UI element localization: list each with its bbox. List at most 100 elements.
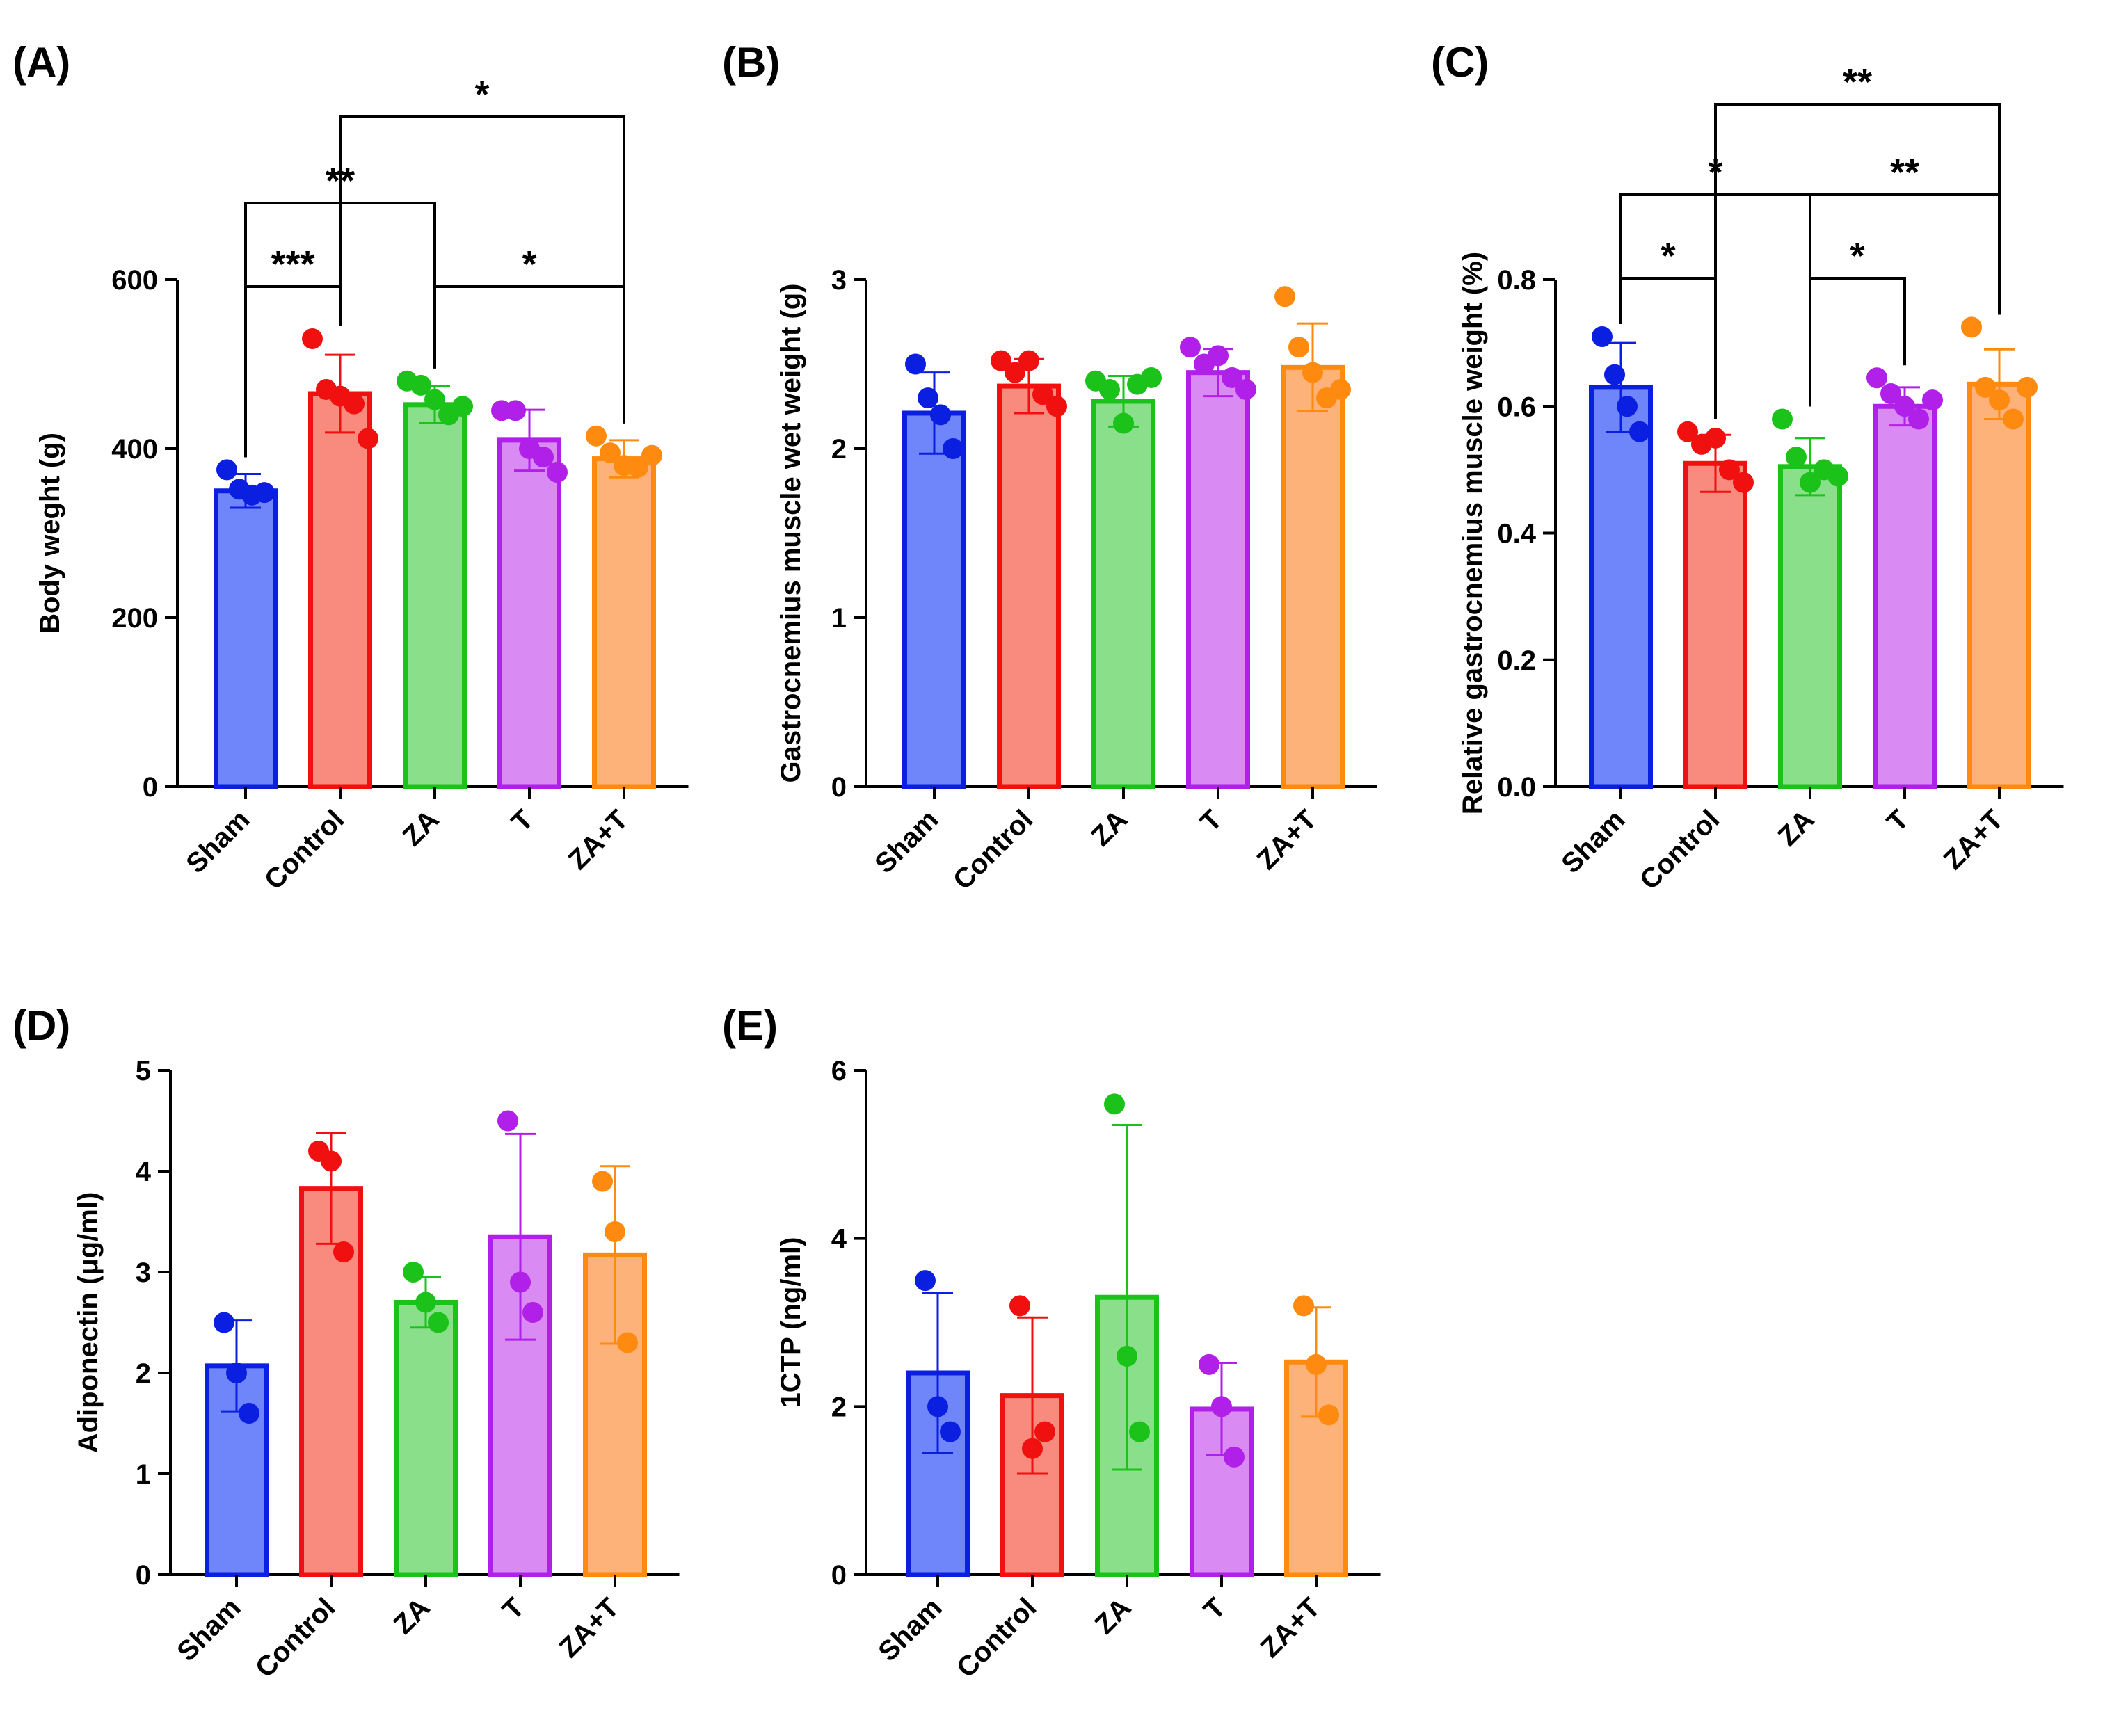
x-tick-label-za-plus-t: ZA+T: [563, 804, 634, 876]
data-point-sham: [1604, 364, 1625, 385]
data-point-control: [1034, 1421, 1055, 1442]
bar-t: [1873, 403, 1937, 789]
data-point-za: [415, 1292, 436, 1313]
bar-t: [497, 437, 561, 789]
x-tick-label-t: T: [1881, 804, 1914, 837]
panel-e: (E) 1CTP (ng/ml) 0 2 4 6 Sham Control ZA T ZA+T: [722, 1002, 1381, 1684]
y-tick-label-d: 3: [136, 1257, 151, 1288]
data-point-za: [424, 389, 445, 410]
y-tick-label-c: 0.2: [1497, 645, 1536, 676]
x-tick-label-sham: Sham: [872, 1592, 947, 1667]
data-point-za-plus-t: [1318, 1404, 1339, 1426]
bar-za-plus-t: [1967, 381, 2031, 789]
y-tick-label-d: 1: [136, 1459, 151, 1490]
data-point-t: [1894, 396, 1915, 417]
data-point-sham: [905, 353, 926, 375]
data-point-za-plus-t: [1293, 1295, 1314, 1317]
data-point-za-plus-t: [617, 1332, 638, 1353]
data-point-za-plus-t: [2017, 376, 2038, 398]
x-tick-label-za-plus-t: ZA+T: [1251, 804, 1323, 876]
x-tick-label-sham: Sham: [1555, 804, 1631, 879]
data-point-control: [1022, 1438, 1043, 1459]
panel-c: (C) Relative gastrocnemius muscle weight …: [1431, 39, 2064, 896]
data-point-t: [1208, 345, 1229, 367]
data-point-t: [1880, 383, 1901, 405]
panel-d: (D) Adiponectin (μg/ml) 0 1 2 3 4 5 Sham Control Z…: [13, 1002, 680, 1684]
data-point-za: [1786, 447, 1807, 468]
y-axis-title-a: Body weght (g): [35, 433, 65, 634]
x-tick-label-za-plus-t: ZA+T: [1255, 1592, 1327, 1664]
data-point-t: [1866, 367, 1887, 389]
data-point-sham: [216, 459, 237, 481]
panel-label-d: (D): [13, 1002, 70, 1049]
data-point-za: [410, 374, 431, 396]
data-point-za-plus-t: [1975, 376, 1996, 398]
data-point-za-plus-t: [1961, 316, 1982, 338]
data-point-t: [547, 462, 568, 483]
x-tick-label-sham: Sham: [180, 804, 255, 879]
significance-bracket-c: [1714, 103, 2001, 419]
bar-za: [403, 402, 467, 789]
data-point-t: [533, 447, 554, 468]
significance-label-a: *: [474, 74, 489, 115]
y-tick-label-c: 0.4: [1497, 519, 1536, 549]
data-point-control: [1719, 459, 1740, 481]
data-point-control: [321, 1150, 342, 1172]
data-point-t: [1922, 389, 1943, 411]
data-point-za-plus-t: [592, 1171, 613, 1192]
data-point-sham: [1617, 396, 1638, 417]
data-point-sham: [214, 1312, 234, 1333]
x-tick-label-control: Control: [951, 1592, 1043, 1684]
data-point-sham: [943, 438, 963, 459]
y-tick-label-e: 2: [831, 1392, 847, 1422]
data-point-za: [403, 1262, 424, 1283]
data-point-za: [1104, 1093, 1125, 1115]
data-point-t: [510, 1271, 531, 1293]
data-point-za: [1117, 1345, 1137, 1367]
x-tick-label-za: ZA: [388, 1592, 436, 1640]
panel-a: (A) Body weght (g) 0 200 400 600 Sham Control ZA…: [13, 39, 689, 896]
data-point-sham: [254, 482, 275, 504]
data-point-control: [333, 1241, 354, 1262]
y-tick-label-e: 0: [831, 1560, 847, 1591]
y-tick-label-d: 4: [136, 1157, 152, 1187]
data-point-za-plus-t: [2003, 408, 2024, 430]
y-tick-label-d: 2: [136, 1358, 151, 1389]
data-point-sham: [239, 1403, 259, 1424]
data-point-sham: [1592, 326, 1613, 348]
data-point-za-plus-t: [1302, 362, 1323, 383]
data-point-za-plus-t: [627, 456, 648, 478]
bar-sham: [902, 410, 966, 789]
data-point-t: [1235, 378, 1256, 400]
data-point-control: [1005, 362, 1025, 383]
data-point-t: [1211, 1396, 1232, 1417]
data-point-za: [1129, 1421, 1150, 1442]
data-point-control: [991, 350, 1011, 371]
data-point-control: [1733, 472, 1754, 493]
data-point-za: [1772, 408, 1793, 430]
panel-label-c: (C): [1431, 39, 1489, 86]
data-point-za-plus-t: [605, 1221, 625, 1242]
data-point-control: [1032, 384, 1053, 405]
data-point-za: [428, 1312, 449, 1333]
data-point-za-plus-t: [1330, 378, 1351, 400]
significance-label-c: *: [1661, 235, 1675, 277]
significance-label-c: **: [1843, 61, 1872, 103]
x-tick-label-za: ZA: [1086, 804, 1134, 852]
data-point-t: [1180, 337, 1201, 358]
data-point-sham: [915, 1270, 936, 1292]
data-point-za: [1827, 465, 1848, 487]
data-point-sham: [940, 1421, 961, 1442]
bar-za-plus-t: [1281, 364, 1345, 789]
significance-label-c: **: [1890, 152, 1919, 193]
data-point-control: [302, 328, 323, 350]
data-point-control: [1018, 350, 1039, 371]
data-point-za: [1099, 378, 1120, 400]
data-point-za-plus-t: [586, 425, 607, 447]
data-point-za-plus-t: [1288, 337, 1309, 358]
y-tick-label-b: 2: [831, 434, 847, 465]
y-tick-label-d: 0: [136, 1560, 151, 1591]
y-axis-title-b: Gastrocnemius muscle wet weight (g): [776, 284, 806, 783]
data-point-za: [452, 396, 473, 417]
data-point-t: [497, 1110, 518, 1132]
